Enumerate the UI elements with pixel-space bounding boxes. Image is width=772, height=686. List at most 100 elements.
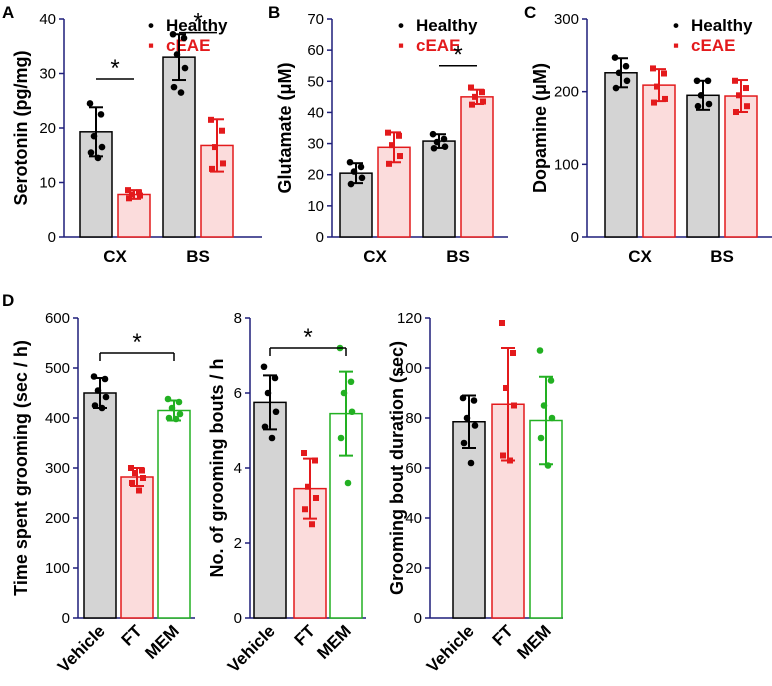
data-point	[623, 77, 631, 85]
panel-letter-b: B	[268, 3, 280, 22]
data-point	[694, 102, 702, 110]
data-point	[540, 402, 548, 409]
bar	[79, 131, 113, 238]
data-point	[511, 402, 517, 409]
data-point	[704, 77, 712, 85]
y-tick-label: 20	[405, 560, 422, 577]
data-point	[219, 127, 225, 134]
data-point	[615, 69, 623, 77]
data-point	[312, 457, 318, 464]
data-point	[650, 65, 656, 72]
significance-star: *	[453, 42, 462, 69]
data-point	[500, 452, 506, 459]
data-point	[175, 398, 183, 406]
y-tick-label: 100	[45, 560, 70, 577]
bar	[642, 84, 676, 238]
data-point	[125, 187, 131, 194]
data-point	[309, 521, 315, 528]
data-point	[386, 160, 392, 167]
legend-ceae-marker: ▪	[148, 36, 154, 55]
significance-star: *	[193, 9, 202, 36]
y-tick-label: 40	[39, 11, 56, 28]
data-point	[301, 450, 307, 456]
data-point	[137, 192, 143, 199]
data-point	[732, 77, 738, 84]
legend-healthy-marker: •	[148, 16, 154, 35]
data-point	[128, 465, 134, 471]
legend-healthy-label: Healthy	[691, 16, 753, 35]
y-tick-label: 60	[405, 460, 422, 477]
y-axis-title-dopamine: Dopamine (μM)	[530, 63, 550, 193]
bar	[686, 94, 720, 238]
x-tick-label: CX	[103, 247, 127, 266]
data-point	[209, 165, 215, 172]
data-point	[503, 385, 509, 391]
bar	[83, 392, 117, 619]
y-tick-label: 0	[316, 229, 324, 246]
data-point	[471, 422, 479, 429]
y-axis-title-serotonin: Serotonin (pg/mg)	[11, 51, 31, 206]
data-point	[264, 389, 272, 397]
x-tick-label: BS	[186, 247, 210, 266]
bar	[253, 401, 287, 619]
data-point	[467, 459, 475, 467]
x-tick-label: MEM	[513, 621, 554, 662]
y-tick-label: 40	[405, 510, 422, 527]
legend-ceae-marker: ▪	[398, 36, 404, 55]
data-point	[463, 414, 471, 422]
x-tick-label: Vehicle	[423, 621, 478, 676]
data-point	[220, 160, 226, 167]
data-point	[472, 93, 478, 100]
significance-star: *	[110, 55, 119, 82]
data-point	[102, 393, 110, 401]
data-point	[433, 138, 441, 146]
legend-a: • Healthy ▪ cEAE	[148, 16, 228, 55]
legend-healthy-label: Healthy	[416, 16, 478, 35]
data-point	[507, 457, 513, 464]
legend-ceae-label: cEAE	[166, 36, 210, 55]
data-point	[743, 85, 749, 92]
data-point	[90, 373, 98, 380]
data-point	[397, 153, 403, 160]
data-point	[139, 467, 145, 474]
data-point	[94, 154, 102, 162]
y-tick-label: 30	[307, 136, 324, 153]
data-point	[430, 144, 438, 152]
y-tick-label: 70	[307, 11, 324, 28]
data-point	[168, 404, 176, 412]
legend-c: • Healthy ▪ cEAE	[673, 16, 753, 55]
x-tick-label: Vehicle	[54, 621, 109, 676]
y-tick-label: 100	[554, 156, 579, 173]
data-point	[260, 363, 268, 371]
y-axis-title-grooming-time: Time spent grooming (sec / h)	[11, 340, 31, 596]
data-point	[172, 415, 180, 423]
legend-healthy-marker: •	[398, 16, 404, 35]
data-point	[733, 109, 739, 116]
data-point	[140, 475, 146, 481]
data-point	[744, 103, 750, 110]
data-point	[697, 92, 705, 99]
data-point	[547, 377, 555, 384]
data-point	[173, 51, 181, 58]
y-tick-label: 100	[397, 360, 422, 377]
data-point	[176, 410, 184, 418]
data-point	[499, 320, 505, 326]
data-point	[661, 70, 667, 77]
data-point	[87, 149, 95, 156]
bar	[157, 409, 191, 619]
panel-letter-d: D	[2, 291, 14, 310]
data-point	[622, 62, 630, 70]
x-tick-label: CX	[363, 247, 387, 266]
data-point	[389, 142, 395, 149]
data-point	[86, 100, 94, 107]
y-tick-label: 120	[397, 310, 422, 327]
data-point	[208, 116, 214, 123]
y-axis-title-grooming-bouts: No. of grooming bouts / h	[207, 359, 227, 578]
data-point	[480, 98, 486, 105]
y-tick-label: 500	[45, 360, 70, 377]
y-tick-label: 10	[39, 175, 56, 192]
data-point	[136, 487, 142, 494]
bar	[724, 95, 758, 238]
